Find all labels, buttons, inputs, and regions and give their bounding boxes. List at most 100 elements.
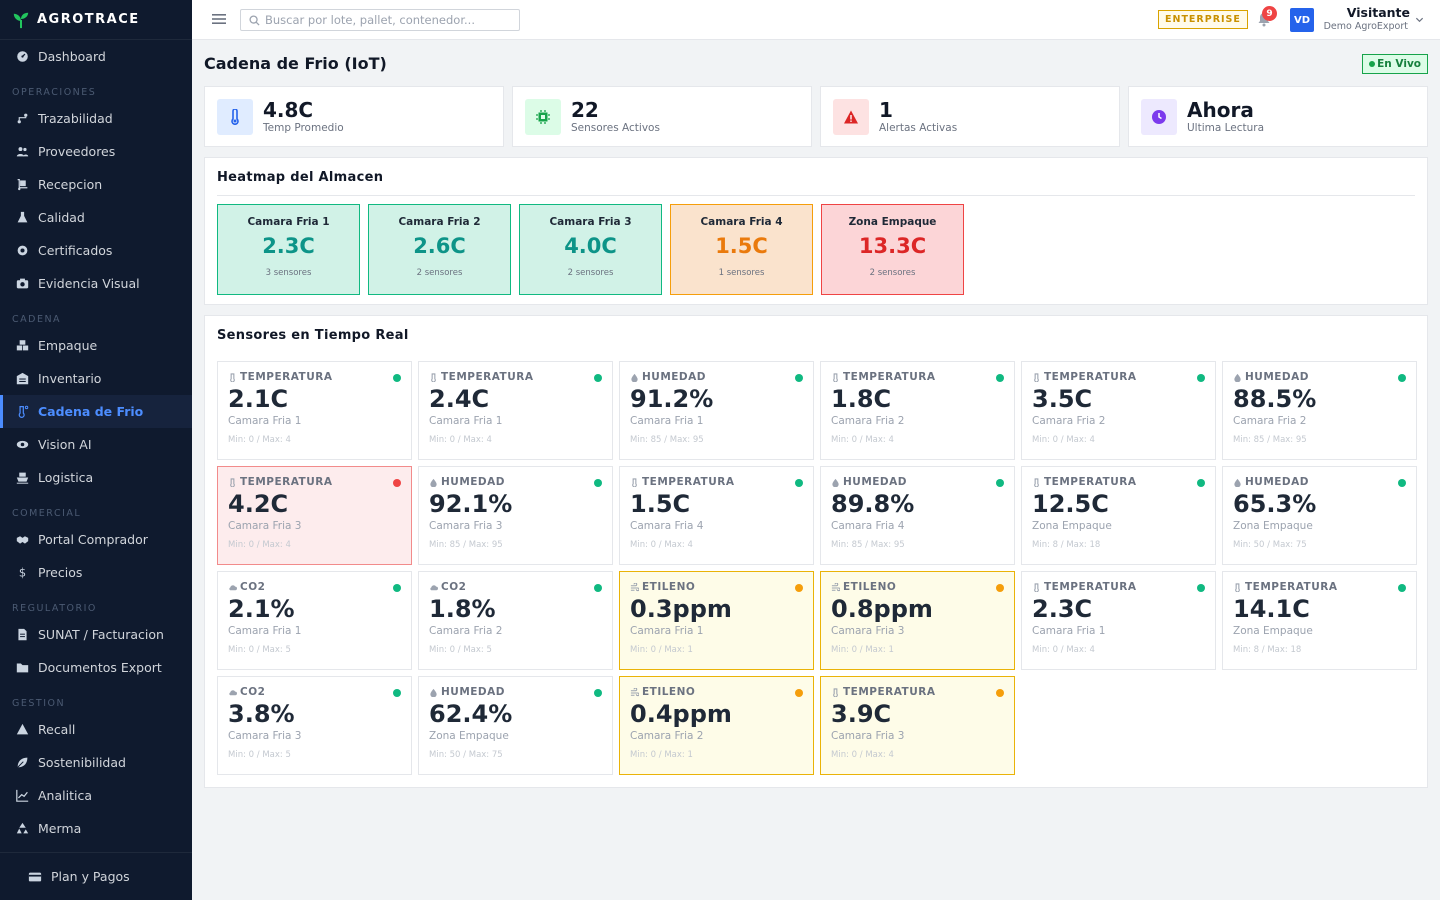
sensor-card[interactable]: TEMPERATURA 3.5C Camara Fria 2 Min: 0 / Max… <box>1021 361 1216 460</box>
sensor-card[interactable]: HUMEDAD 91.2% Camara Fria 1 Min: 85 / Max: … <box>619 361 814 460</box>
sidebar-item-calidad[interactable]: Calidad <box>0 201 192 234</box>
sensor-location: Zona Empaque <box>1233 520 1313 532</box>
sensor-card[interactable]: CO2 2.1% Camara Fria 1 Min: 0 / Max: 5 <box>217 571 412 670</box>
sidebar-item-merma[interactable]: Merma <box>0 812 192 845</box>
sensor-card[interactable]: TEMPERATURA 12.5C Zona Empaque Min: 8 / Max… <box>1021 466 1216 565</box>
heatmap-zone[interactable]: Camara Fria 4 1.5C 1 sensores <box>670 204 813 295</box>
status-dot-icon <box>996 479 1004 487</box>
sidebar-item-evidencia-visual[interactable]: Evidencia Visual <box>0 267 192 300</box>
status-dot-icon <box>1197 479 1205 487</box>
sensor-range: Min: 50 / Max: 75 <box>429 750 503 760</box>
sensor-card[interactable]: HUMEDAD 89.8% Camara Fria 4 Min: 85 / Max: … <box>820 466 1015 565</box>
sidebar-item-precios[interactable]: $ Precios <box>0 556 192 589</box>
clock-icon <box>1141 98 1177 135</box>
thermometer-icon <box>833 687 838 697</box>
sensor-range: Min: 8 / Max: 18 <box>1032 540 1101 550</box>
live-badge: En Vivo <box>1362 54 1428 74</box>
search-input[interactable] <box>265 13 515 27</box>
sensor-location: Camara Fria 3 <box>228 730 302 742</box>
sidebar-item-vision-ai[interactable]: Vision AI <box>0 428 192 461</box>
sensor-card[interactable]: TEMPERATURA 2.3C Camara Fria 1 Min: 0 / Max… <box>1021 571 1216 670</box>
sensor-card[interactable]: TEMPERATURA 2.1C Camara Fria 1 Min: 0 / Max… <box>217 361 412 460</box>
sidebar-item-sunat-facturacion[interactable]: SUNAT / Facturacion <box>0 618 192 651</box>
sensor-value: 88.5% <box>1233 385 1317 413</box>
status-dot-icon <box>393 479 401 487</box>
zone-sensor-count: 3 sensores <box>265 268 312 278</box>
sensor-value: 12.5C <box>1032 490 1109 518</box>
sensor-value: 2.4C <box>429 385 490 413</box>
warning-icon <box>16 723 29 736</box>
sidebar-item-certificados[interactable]: Certificados <box>0 234 192 267</box>
sensor-card[interactable]: HUMEDAD 88.5% Camara Fria 2 Min: 85 / Max: … <box>1222 361 1417 460</box>
user-name[interactable]: Visitante <box>1346 5 1410 20</box>
nav-section-heading: OPERACIONES <box>12 87 97 98</box>
sidebar-item-documentos-export[interactable]: Documentos Export <box>0 651 192 684</box>
sensor-card[interactable]: ETILENO 0.4ppm Camara Fria 2 Min: 0 / Max: … <box>619 676 814 775</box>
sidebar-item-label: Recepcion <box>38 177 103 192</box>
wind-icon <box>630 687 639 696</box>
sidebar-item-dashboard[interactable]: Dashboard <box>0 40 192 73</box>
sensor-card[interactable]: TEMPERATURA 3.9C Camara Fria 3 Min: 0 / Max… <box>820 676 1015 775</box>
chevron-down-icon[interactable] <box>1415 15 1424 24</box>
sensor-card[interactable]: ETILENO 0.3ppm Camara Fria 1 Min: 0 / Max: … <box>619 571 814 670</box>
avatar[interactable]: VD <box>1290 8 1314 32</box>
heatmap-zone[interactable]: Camara Fria 2 2.6C 2 sensores <box>368 204 511 295</box>
status-dot-icon <box>1398 479 1406 487</box>
sensor-card[interactable]: TEMPERATURA 14.1C Zona Empaque Min: 8 / Max… <box>1222 571 1417 670</box>
sensor-card[interactable]: ETILENO 0.8ppm Camara Fria 3 Min: 0 / Max: … <box>820 571 1015 670</box>
sensor-card[interactable]: HUMEDAD 65.3% Zona Empaque Min: 50 / Max: 7… <box>1222 466 1417 565</box>
heatmap-zone[interactable]: Camara Fria 1 2.3C 3 sensores <box>217 204 360 295</box>
sensor-card[interactable]: HUMEDAD 62.4% Zona Empaque Min: 50 / Max: 7… <box>418 676 613 775</box>
sidebar-item-recepcion[interactable]: Recepcion <box>0 168 192 201</box>
sensor-location: Camara Fria 3 <box>228 520 302 532</box>
plan-pagos-link[interactable]: Plan y Pagos <box>0 852 192 900</box>
sensor-type-label: HUMEDAD <box>441 476 505 488</box>
sensor-card[interactable]: CO2 3.8% Camara Fria 3 Min: 0 / Max: 5 <box>217 676 412 775</box>
sidebar-item-trazabilidad[interactable]: Trazabilidad <box>0 102 192 135</box>
heatmap-zone[interactable]: Zona Empaque 13.3C 2 sensores <box>821 204 964 295</box>
status-dot-icon <box>594 584 602 592</box>
kpi-value: 1 <box>879 98 893 122</box>
sidebar-item-portal-comprador[interactable]: Portal Comprador <box>0 523 192 556</box>
sensor-type: TEMPERATURA <box>1032 476 1205 488</box>
sidebar-item-sostenibilidad[interactable]: Sostenibilidad <box>0 746 192 779</box>
warehouse-icon <box>16 372 29 385</box>
sensor-type-label: TEMPERATURA <box>1044 581 1137 593</box>
sensor-type-label: TEMPERATURA <box>240 371 333 383</box>
status-dot-icon <box>795 689 803 697</box>
sidebar-item-empaque[interactable]: Empaque <box>0 329 192 362</box>
status-dot-icon <box>594 479 602 487</box>
sensor-card[interactable]: TEMPERATURA 1.8C Camara Fria 2 Min: 0 / Max… <box>820 361 1015 460</box>
sidebar-item-logistica[interactable]: Logistica <box>0 461 192 494</box>
thermometer-icon <box>217 98 253 135</box>
sensor-card[interactable]: TEMPERATURA 2.4C Camara Fria 1 Min: 0 / Max… <box>418 361 613 460</box>
sidebar-item-cadena-de-frio[interactable]: Cadena de Frio <box>0 395 192 428</box>
zone-name: Camara Fria 4 <box>700 216 783 228</box>
sidebar-item-recall[interactable]: Recall <box>0 713 192 746</box>
sensor-value: 3.5C <box>1032 385 1093 413</box>
sensor-range: Min: 0 / Max: 4 <box>429 435 492 445</box>
svg-text:$: $ <box>19 566 26 579</box>
sensor-type-label: TEMPERATURA <box>1245 581 1338 593</box>
heatmap-zone[interactable]: Camara Fria 3 4.0C 2 sensores <box>519 204 662 295</box>
sensor-card[interactable]: TEMPERATURA 1.5C Camara Fria 4 Min: 0 / Max… <box>619 466 814 565</box>
sensor-card[interactable]: CO2 1.8% Camara Fria 2 Min: 0 / Max: 5 <box>418 571 613 670</box>
sensor-type: TEMPERATURA <box>429 371 602 383</box>
sensor-card[interactable]: HUMEDAD 92.1% Camara Fria 3 Min: 85 / Max: … <box>418 466 613 565</box>
sensor-location: Zona Empaque <box>1032 520 1112 532</box>
brand[interactable]: AGROTRACE <box>0 0 192 40</box>
sidebar-item-label: Sostenibilidad <box>38 755 126 770</box>
sidebar-item-inventario[interactable]: Inventario <box>0 362 192 395</box>
sensor-type: ETILENO <box>831 581 1004 593</box>
sensor-card[interactable]: TEMPERATURA 4.2C Camara Fria 3 Min: 0 / Max… <box>217 466 412 565</box>
sensor-location: Camara Fria 3 <box>831 625 905 637</box>
plan-badge: ENTERPRISE <box>1158 10 1248 29</box>
sensor-range: Min: 0 / Max: 1 <box>630 645 693 655</box>
sidebar-item-analitica[interactable]: Analitica <box>0 779 192 812</box>
sensor-location: Camara Fria 1 <box>630 415 704 427</box>
droplet-icon <box>430 688 437 697</box>
hamburger-menu-icon[interactable] <box>212 12 226 26</box>
sidebar-item-proveedores[interactable]: Proveedores <box>0 135 192 168</box>
thermometer-icon <box>230 477 235 487</box>
sensor-type-label: ETILENO <box>843 581 897 593</box>
